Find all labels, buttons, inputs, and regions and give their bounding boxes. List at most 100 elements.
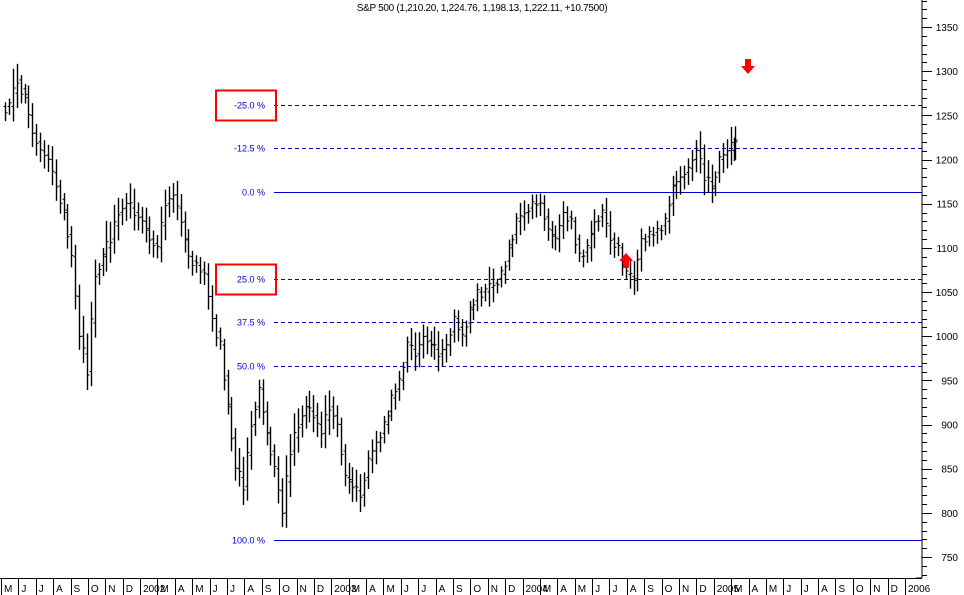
ohlc-bar: [589, 220, 594, 262]
arrow-up-icon: [619, 253, 633, 268]
ohlc-bar: [19, 75, 24, 104]
ohlc-bar: [429, 330, 434, 357]
x-tick-label: 2003: [334, 584, 357, 595]
ohlc-bar: [54, 159, 59, 201]
ohlc-bar: [323, 395, 328, 449]
ohlc-bar: [46, 144, 51, 173]
arrow-down-icon: [741, 59, 755, 74]
annotations: [619, 59, 755, 268]
ohlc-bar: [393, 383, 398, 410]
fib-level-label: 0.0 %: [242, 188, 265, 198]
ohlc-bar: [226, 369, 231, 415]
x-tick-label: M: [195, 584, 203, 595]
ohlc-bar: [635, 249, 640, 292]
x-tick-label: D: [699, 584, 706, 595]
ohlc-bar: [108, 221, 113, 263]
ohlc-bar: [73, 244, 78, 310]
ohlc-bar: [596, 215, 601, 232]
ohlc-bar: [339, 417, 344, 466]
ohlc-bar: [632, 261, 637, 295]
y-tick-label: 1200: [936, 156, 959, 167]
fib-level-label: 100.0 %: [232, 536, 265, 546]
ohlc-bar: [144, 207, 149, 243]
ohlc-bar: [85, 333, 90, 390]
ohlc-bar: [561, 201, 566, 240]
ohlc-bar: [319, 411, 324, 448]
ohlc-bar: [452, 309, 457, 343]
ohlc-bar: [725, 139, 730, 169]
ohlc-bar: [354, 469, 359, 502]
fib-level-label: -25.0 %: [234, 101, 265, 111]
ohlc-bar: [272, 444, 277, 478]
ohlc-bar: [268, 426, 273, 466]
ohlc-bar: [553, 225, 558, 251]
ohlc-bar: [386, 410, 391, 435]
x-tick-label: N: [682, 584, 689, 595]
ohlc-bar: [483, 283, 488, 302]
ohlc-bar: [97, 263, 102, 285]
ohlc-bar: [276, 456, 281, 504]
ohlc-bar: [382, 415, 387, 444]
ohlc-bar: [265, 401, 270, 446]
ohlc-bar: [647, 226, 652, 247]
ohlc-bar: [651, 226, 656, 247]
ohlc-bar: [116, 197, 121, 241]
ohlc-bar: [616, 236, 621, 257]
ohlc-bar: [706, 160, 711, 193]
ohlc-bar: [163, 189, 168, 241]
ohlc-bar: [62, 193, 67, 221]
x-tick-label: N: [300, 584, 307, 595]
ohlc-bar: [362, 472, 367, 507]
ohlc-bar: [550, 221, 555, 249]
ohlc-bar: [468, 300, 473, 334]
ohlc-bars: [3, 63, 738, 528]
ohlc-bar: [198, 257, 203, 284]
ohlc-bar: [26, 85, 31, 129]
ohlc-bar: [284, 455, 289, 528]
ohlc-bar: [38, 132, 43, 163]
ohlc-bar: [569, 210, 574, 230]
x-tick-label: A: [630, 584, 637, 595]
ohlc-bar: [147, 216, 152, 255]
ohlc-bar: [34, 123, 39, 156]
ohlc-bar: [510, 234, 515, 258]
ohlc-bar: [514, 213, 519, 244]
ohlc-bar: [518, 202, 523, 236]
y-tick-label: 1350: [936, 23, 959, 34]
ohlc-bar: [507, 239, 512, 271]
ohlc-bar: [101, 247, 106, 277]
ohlc-bar: [546, 208, 551, 241]
x-tick-label: D: [508, 584, 515, 595]
ohlc-bar: [245, 437, 250, 501]
ohlc-bar: [456, 310, 461, 342]
ohlc-bar: [401, 361, 406, 391]
ohlc-bar: [604, 197, 609, 238]
ohlc-bar: [530, 194, 535, 220]
ohlc-bar: [69, 226, 74, 268]
ohlc-bar: [30, 103, 35, 147]
ohlc-bar: [241, 456, 246, 505]
x-tick-label: N: [873, 584, 880, 595]
ohlc-bar: [210, 285, 215, 332]
ohlc-bar: [592, 209, 597, 249]
ohlc-bar: [140, 206, 145, 234]
ohlc-bar: [50, 146, 55, 186]
y-axis: 750 800 850 900 950 1000 1050 1100 1150 1200 1250 1…: [916, 0, 959, 579]
ohlc-bar: [397, 370, 402, 401]
ohlc-bar: [421, 324, 426, 359]
fib-level-label: 50.0 %: [237, 362, 265, 372]
ohlc-bar: [358, 474, 363, 512]
fib-level-label: -12.5 %: [234, 144, 265, 154]
y-tick-label: 1150: [936, 200, 958, 211]
ohlc-bar: [112, 204, 117, 254]
ohlc-bar: [206, 263, 211, 310]
ohlc-bar: [628, 258, 633, 289]
ohlc-bar: [608, 211, 613, 255]
ohlc-bar: [65, 204, 70, 249]
ohlc-bar: [674, 170, 679, 200]
ohlc-bar: [335, 405, 340, 438]
y-tick-label: 900: [941, 421, 958, 432]
ohlc-bar: [159, 206, 164, 263]
